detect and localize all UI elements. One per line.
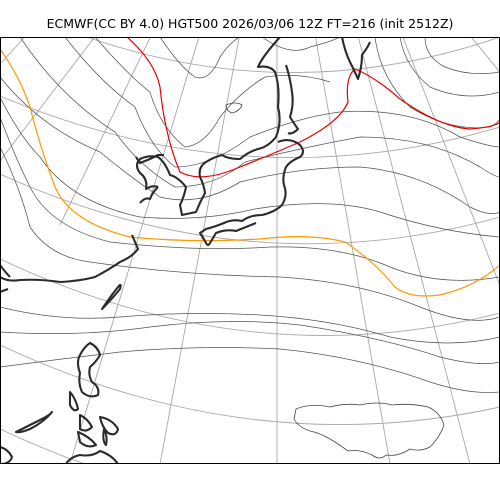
coastline [98, 415, 120, 436]
coastline [135, 37, 281, 217]
contour-line [261, 37, 341, 51]
coastline [65, 449, 119, 464]
coastline [102, 427, 108, 447]
coastline [0, 288, 9, 293]
coastline [76, 341, 102, 398]
latitude-line [0, 428, 87, 464]
meridian-line [69, 37, 200, 464]
coastline [76, 430, 98, 448]
contour-line [0, 306, 500, 344]
latitude-line [0, 95, 500, 158]
coastline [0, 445, 14, 464]
lake [225, 102, 243, 114]
latitude-line [0, 344, 500, 425]
weather-map [0, 37, 500, 464]
coastline [139, 186, 159, 204]
landmass-outline [293, 402, 445, 459]
height-contours [0, 37, 500, 393]
coastline [78, 413, 94, 432]
contour-line-highlight [0, 48, 500, 297]
meridian-line [315, 37, 391, 464]
meridian-line [0, 37, 96, 162]
coastline [340, 37, 371, 81]
contour-line [0, 146, 500, 321]
contour-line [424, 37, 500, 75]
contour-line [19, 37, 500, 188]
contour-line [0, 321, 500, 365]
latitude-line [0, 258, 500, 336]
coastline [68, 390, 80, 412]
meridian-line [0, 37, 26, 65]
latitude-line [0, 173, 500, 245]
contour-line [0, 116, 500, 281]
latitude-line [85, 37, 500, 73]
coastline [0, 264, 11, 278]
contour-line [94, 37, 331, 148]
contour-line [0, 96, 500, 238]
graticule [0, 37, 500, 464]
map-title: ECMWF(CC BY 4.0) HGT500 2026/03/06 12Z F… [46, 16, 454, 31]
meridian-line [357, 37, 471, 464]
contour-line [374, 37, 500, 129]
coastlines [0, 37, 445, 464]
meridian-line [470, 37, 500, 74]
coastline [135, 153, 164, 165]
coastline [0, 234, 140, 284]
contour-line [159, 37, 241, 79]
contour-line [399, 37, 500, 97]
coastline [285, 64, 300, 135]
coastline [100, 283, 122, 311]
coastline [14, 410, 54, 434]
contour-line [0, 76, 500, 215]
meridian-line [159, 37, 240, 464]
contour-line [0, 347, 500, 393]
contour-line [64, 37, 500, 168]
contour-line-highlight [126, 37, 500, 178]
meridian-line [402, 37, 500, 288]
meridian-line [59, 37, 151, 226]
coastline [198, 139, 305, 247]
